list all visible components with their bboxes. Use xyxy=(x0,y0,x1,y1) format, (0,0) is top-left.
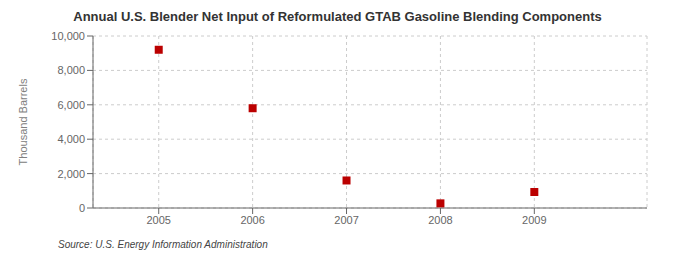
svg-text:8,000: 8,000 xyxy=(57,64,85,76)
svg-text:2005: 2005 xyxy=(146,214,170,226)
html-text:Annual U.S. Blender Net Input: Annual U.S. Blender Net Input of Reformu… xyxy=(73,9,602,24)
html-text:Source: U.S. Energy Informatio: Source: U.S. Energy Information Administ… xyxy=(58,239,268,250)
svg-text:2009: 2009 xyxy=(522,214,546,226)
svg-text:10,000: 10,000 xyxy=(51,30,85,42)
svg-text:2007: 2007 xyxy=(334,214,358,226)
svg-text:2008: 2008 xyxy=(428,214,452,226)
svg-text:4,000: 4,000 xyxy=(57,133,85,145)
svg-text:0: 0 xyxy=(79,202,85,214)
svg-text:2,000: 2,000 xyxy=(57,168,85,180)
svg-text:Thousand Barrels: Thousand Barrels xyxy=(17,78,29,165)
svg-text:2006: 2006 xyxy=(240,214,264,226)
svg-text:6,000: 6,000 xyxy=(57,99,85,111)
